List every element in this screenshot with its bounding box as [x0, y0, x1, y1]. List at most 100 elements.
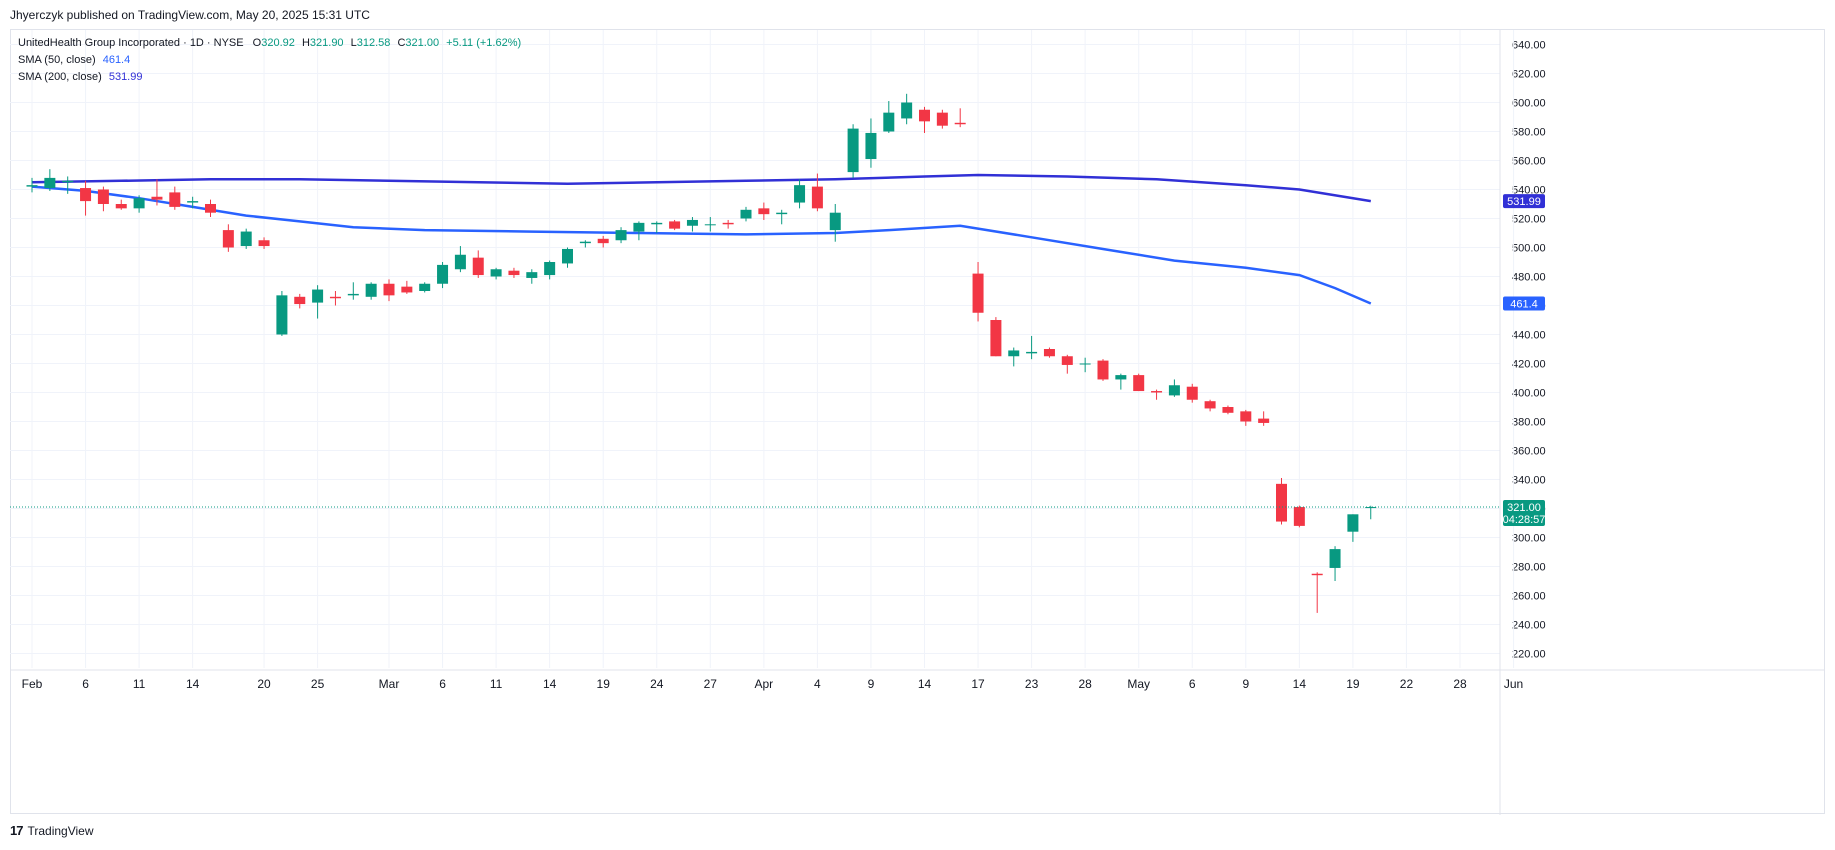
candle-down [919, 109, 930, 122]
candle-down [811, 186, 823, 209]
x-tick-label: 11 [490, 677, 503, 691]
low-label: L [350, 37, 357, 49]
y-tick-label: 220.00 [1512, 649, 1546, 661]
candle-down [1186, 386, 1198, 400]
candle-down [115, 204, 127, 209]
candle-down [329, 296, 341, 299]
candle-down [508, 270, 520, 276]
candle-up [794, 185, 806, 203]
candle-up [240, 231, 252, 247]
y-tick-label: 400.00 [1512, 388, 1546, 400]
sma50-price-tag-bg [1503, 296, 1545, 311]
candle-up [454, 254, 466, 270]
candle-up [526, 272, 538, 278]
candle-down [1293, 507, 1305, 526]
candle-down [1240, 411, 1252, 422]
candle-up [276, 295, 288, 335]
candle-up [740, 209, 752, 219]
open-label: O [252, 37, 262, 49]
y-tick-label: 240.00 [1512, 620, 1546, 632]
x-tick-label: 6 [1189, 677, 1196, 691]
low-value: 312.58 [356, 37, 391, 49]
sma50-value: 461.4 [102, 54, 131, 66]
open-value: 320.92 [261, 37, 295, 49]
sma200-legend-row[interactable]: SMA (200, close) 531.99 [18, 69, 521, 86]
candle-down [1133, 375, 1145, 392]
x-tick-label: Apr [755, 677, 774, 691]
candle-down [401, 286, 413, 293]
x-tick-label: 9 [868, 677, 875, 691]
candle-up [704, 224, 716, 226]
x-tick-label: Feb [22, 677, 43, 691]
x-tick-label: 22 [1400, 677, 1414, 691]
y-tick-label: 440.00 [1512, 330, 1546, 342]
candle-up [1026, 351, 1038, 354]
candle-down [383, 283, 395, 296]
candle-up [651, 222, 663, 225]
x-tick-label: 14 [543, 677, 557, 691]
candle-down [936, 112, 948, 126]
y-tick-label: 300.00 [1512, 533, 1546, 545]
candle-up [883, 112, 895, 132]
candle-up [187, 201, 199, 203]
x-tick-label: 6 [82, 677, 89, 691]
sma200-price-tag-bg [1503, 194, 1545, 209]
candle-down [222, 230, 234, 248]
candle-up [62, 180, 74, 183]
candle-up [865, 132, 877, 160]
countdown-tag: 04:28:57 [1503, 514, 1546, 526]
candle-up [1115, 375, 1127, 380]
x-tick-label: 20 [257, 677, 271, 691]
y-tick-label: 540.00 [1512, 185, 1546, 197]
candle-up [1347, 514, 1359, 532]
y-tick-label: 280.00 [1512, 562, 1546, 574]
x-tick-label: 27 [704, 677, 718, 691]
candle-up [1329, 549, 1341, 568]
candle-down [990, 320, 1002, 357]
publisher-line: Jhyerczyk published on TradingView.com, … [10, 8, 370, 22]
candle-up [544, 262, 556, 276]
y-tick-label: 360.00 [1512, 446, 1546, 458]
candle-down [972, 273, 984, 313]
candle-down [294, 296, 306, 305]
candle-down [472, 257, 484, 276]
candle-down [1222, 407, 1234, 413]
candle-down [97, 189, 109, 204]
candle-up [490, 269, 502, 277]
footer-brand[interactable]: 17 TradingView [10, 823, 94, 838]
candle-up [633, 222, 645, 232]
candle-up [579, 241, 591, 244]
x-tick-label: 9 [1242, 677, 1249, 691]
candle-up [1168, 385, 1180, 396]
candle-up [44, 177, 56, 189]
close-label: C [397, 37, 406, 49]
x-tick-label: 28 [1453, 677, 1467, 691]
close-value: 321.00 [405, 37, 440, 49]
candle-down [80, 188, 92, 202]
candle-down [758, 208, 770, 215]
symbol-name[interactable]: UnitedHealth Group Incorporated · 1D · N… [18, 37, 244, 49]
candle-down [1204, 401, 1216, 409]
sma50-legend-row[interactable]: SMA (50, close) 461.4 [18, 52, 521, 69]
candle-down [1311, 573, 1323, 576]
candle-up [437, 264, 449, 284]
x-tick-label: 23 [1025, 677, 1039, 691]
sma200-price-tag: 531.99 [1507, 196, 1541, 208]
x-tick-label: 14 [1293, 677, 1307, 691]
candle-down [1061, 356, 1073, 365]
candle-up [1365, 507, 1377, 509]
high-label: H [301, 37, 310, 49]
y-tick-label: 640.00 [1512, 40, 1546, 52]
y-tick-label: 480.00 [1512, 272, 1546, 284]
y-tick-label: 620.00 [1512, 69, 1546, 81]
brand-name: TradingView [27, 823, 94, 838]
candle-up [686, 219, 698, 226]
candle-down [205, 204, 216, 213]
candle-down [1043, 349, 1055, 357]
y-tick-label: 560.00 [1512, 156, 1546, 168]
x-tick-label: 19 [597, 677, 611, 691]
candle-up [365, 283, 377, 297]
x-tick-label: 17 [971, 677, 985, 691]
ohlc-legend-row: UnitedHealth Group Incorporated · 1D · N… [18, 35, 521, 52]
